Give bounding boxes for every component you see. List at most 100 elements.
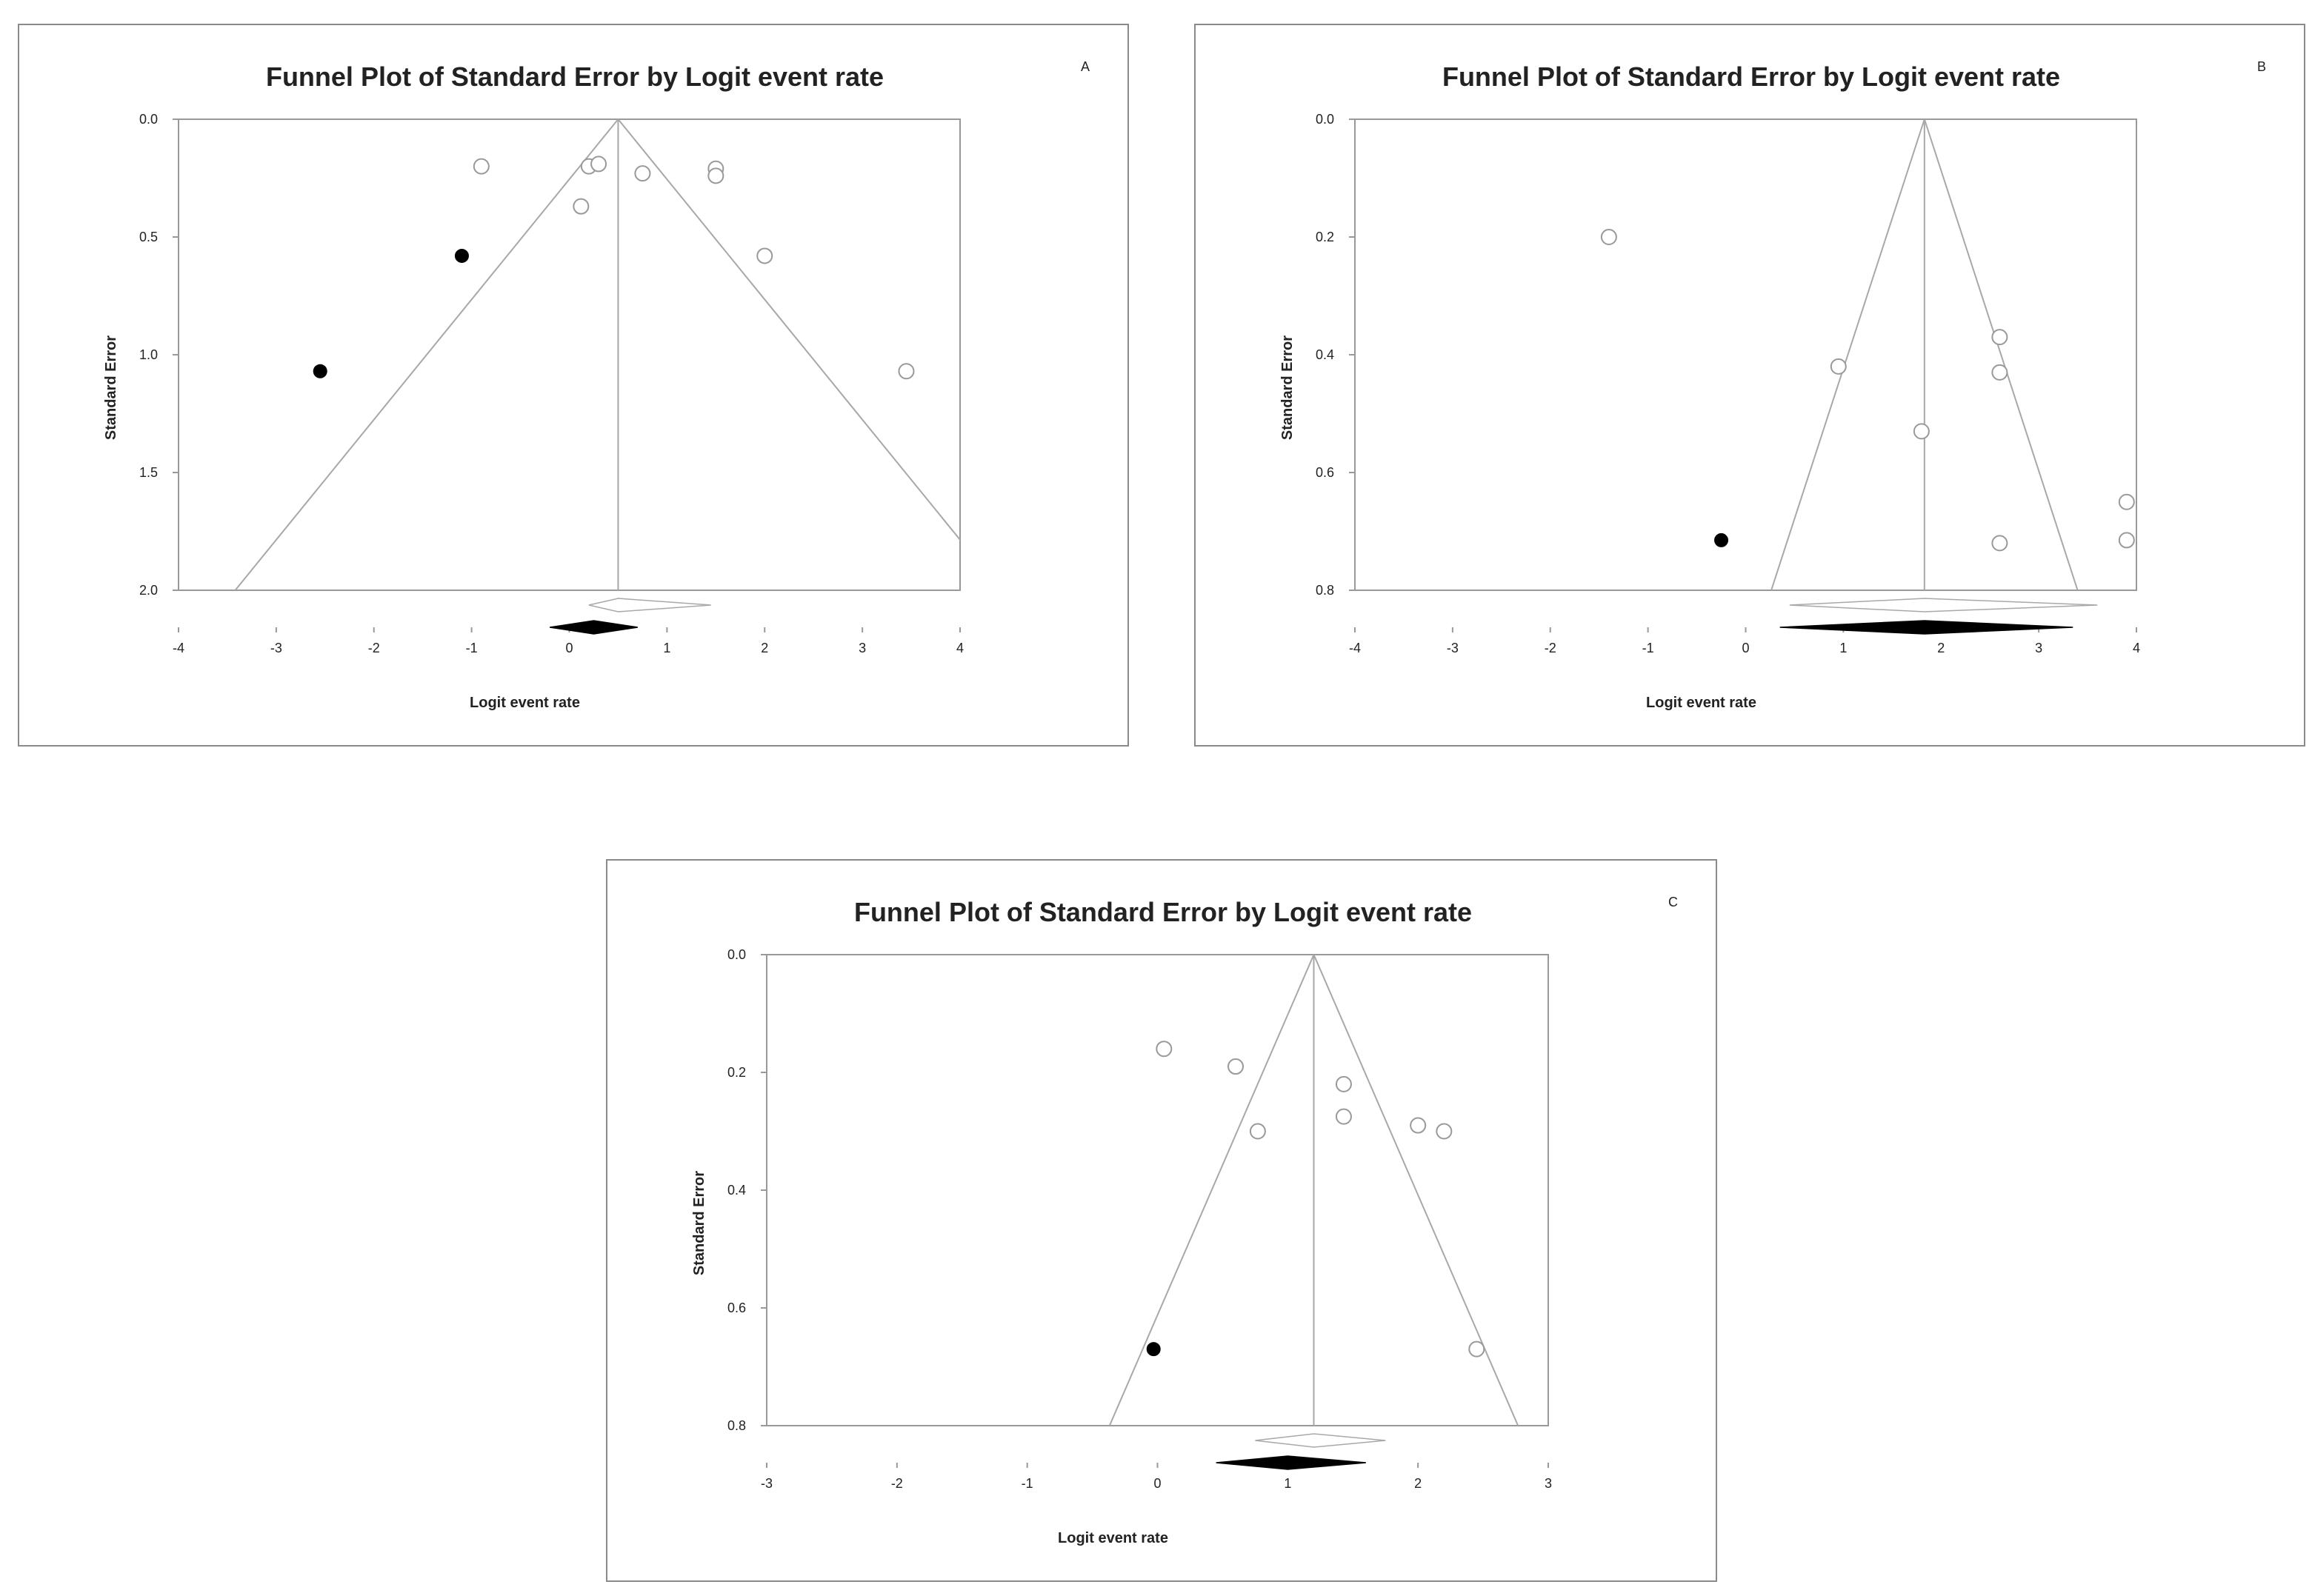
x-tick-label: 0 xyxy=(1742,641,1749,655)
imputed-study-point xyxy=(454,248,469,263)
x-tick-label: 2 xyxy=(1937,641,1945,655)
observed-study-point xyxy=(473,158,490,175)
x-tick-label: -1 xyxy=(1022,1476,1033,1491)
x-tick-label: 2 xyxy=(1414,1476,1422,1491)
funnel-group xyxy=(1770,119,2079,590)
observed-study-point xyxy=(573,198,590,215)
y-tick-label: 2.0 xyxy=(139,583,158,598)
y-tick-label: 0.2 xyxy=(1316,230,1334,244)
y-tick-label: 0.6 xyxy=(1316,465,1334,480)
funnel-left-line xyxy=(1770,119,1925,590)
y-tick-label: 0.4 xyxy=(727,1183,746,1198)
observed-study-point xyxy=(1830,358,1847,375)
x-tick-label: -3 xyxy=(1447,641,1459,655)
observed-study-point xyxy=(1991,329,2008,346)
y-tick-label: 0.0 xyxy=(139,112,158,127)
funnel-plot-a-svg: Funnel Plot of Standard Error by Logit e… xyxy=(103,59,1090,711)
observed-study-point xyxy=(1991,364,2008,381)
adjusted-summary-diamond xyxy=(550,620,638,635)
x-axis-label: Logit event rate xyxy=(1646,695,1756,711)
funnel-left-line xyxy=(1108,955,1315,1426)
observed-summary-diamond xyxy=(1255,1433,1386,1448)
funnel-group xyxy=(234,119,960,590)
imputed-study-point xyxy=(1146,1342,1161,1357)
observed-study-point xyxy=(898,363,915,380)
observed-study-point xyxy=(1227,1058,1244,1075)
plot-area-frame xyxy=(766,954,1549,1426)
observed-study-point xyxy=(1156,1041,1173,1058)
observed-study-point xyxy=(590,156,607,173)
observed-study-point xyxy=(1410,1117,1427,1134)
x-tick-label: 1 xyxy=(1839,641,1847,655)
observed-summary-diamond xyxy=(588,598,711,612)
y-axis-label: Standard Error xyxy=(1279,335,1296,440)
panel-letter: C xyxy=(1668,895,1678,909)
x-tick-label: 3 xyxy=(859,641,866,655)
funnel-plot-b-svg: Funnel Plot of Standard Error by Logit e… xyxy=(1279,59,2266,711)
y-axis-label: Standard Error xyxy=(103,335,119,440)
imputed-study-point xyxy=(1714,532,1729,547)
adjusted-summary-diamond xyxy=(1779,620,2073,635)
x-tick-label: 1 xyxy=(1284,1476,1291,1491)
observed-summary-diamond xyxy=(1789,598,2098,612)
funnel-plot-panel-b: Funnel Plot of Standard Error by Logit e… xyxy=(1194,24,2305,747)
y-tick-label: 0.4 xyxy=(1316,347,1334,362)
x-tick-label: 2 xyxy=(761,641,768,655)
x-axis-label: Logit event rate xyxy=(1058,1530,1168,1546)
x-tick-label: -1 xyxy=(1642,641,1654,655)
funnel-right-line xyxy=(617,119,960,541)
y-tick-label: 0.6 xyxy=(727,1300,746,1315)
x-tick-label: -3 xyxy=(761,1476,773,1491)
panel-letter: B xyxy=(2257,59,2266,74)
x-tick-label: 3 xyxy=(1545,1476,1552,1491)
chart-title: Funnel Plot of Standard Error by Logit e… xyxy=(266,61,884,92)
x-tick-label: -2 xyxy=(891,1476,903,1491)
x-tick-label: -2 xyxy=(368,641,380,655)
x-tick-label: 0 xyxy=(1153,1476,1161,1491)
plot-area-frame xyxy=(178,118,961,591)
observed-study-point xyxy=(1436,1123,1453,1140)
y-tick-label: 0.8 xyxy=(1316,583,1334,598)
x-tick-label: 4 xyxy=(956,641,964,655)
y-tick-label: 0.0 xyxy=(1316,112,1334,127)
y-tick-label: 1.0 xyxy=(139,347,158,362)
x-tick-label: -2 xyxy=(1545,641,1556,655)
imputed-study-point xyxy=(313,364,327,378)
x-tick-label: -4 xyxy=(173,641,184,655)
observed-study-point xyxy=(1335,1108,1352,1125)
observed-study-point xyxy=(1991,535,2008,552)
y-tick-label: 0.2 xyxy=(727,1065,746,1080)
y-axis-label: Standard Error xyxy=(691,1171,707,1275)
funnel-plot-panel-c: Funnel Plot of Standard Error by Logit e… xyxy=(606,859,1717,1582)
observed-study-point xyxy=(707,167,724,184)
observed-study-point xyxy=(1249,1123,1266,1140)
funnel-left-line xyxy=(234,119,619,590)
observed-study-point xyxy=(1600,229,1617,245)
funnel-right-line xyxy=(1313,955,1519,1426)
x-tick-label: -4 xyxy=(1349,641,1361,655)
y-tick-label: 1.5 xyxy=(139,465,158,480)
x-axis-label: Logit event rate xyxy=(470,695,580,711)
observed-study-point xyxy=(634,165,651,182)
x-tick-label: -3 xyxy=(270,641,282,655)
adjusted-summary-diamond xyxy=(1216,1455,1366,1470)
plot-area-frame xyxy=(1354,118,2137,591)
x-tick-label: 4 xyxy=(2133,641,2140,655)
observed-study-point xyxy=(756,247,773,264)
x-tick-label: 3 xyxy=(2035,641,2042,655)
observed-study-point xyxy=(1913,423,1930,440)
chart-title: Funnel Plot of Standard Error by Logit e… xyxy=(1442,61,2060,92)
chart-title: Funnel Plot of Standard Error by Logit e… xyxy=(854,897,1472,927)
observed-study-point xyxy=(1468,1340,1485,1358)
funnel-plot-panel-a: Funnel Plot of Standard Error by Logit e… xyxy=(18,24,1129,747)
x-tick-label: 0 xyxy=(565,641,573,655)
observed-study-point xyxy=(1335,1075,1352,1092)
funnel-plot-c-svg: Funnel Plot of Standard Error by Logit e… xyxy=(691,895,1678,1546)
x-tick-label: 1 xyxy=(663,641,670,655)
observed-study-point xyxy=(2118,532,2135,549)
y-tick-label: 0.8 xyxy=(727,1418,746,1433)
y-tick-label: 0.5 xyxy=(139,230,158,244)
panel-letter: A xyxy=(1081,59,1090,74)
funnel-right-line xyxy=(1923,119,2079,590)
observed-study-point xyxy=(2118,493,2135,510)
